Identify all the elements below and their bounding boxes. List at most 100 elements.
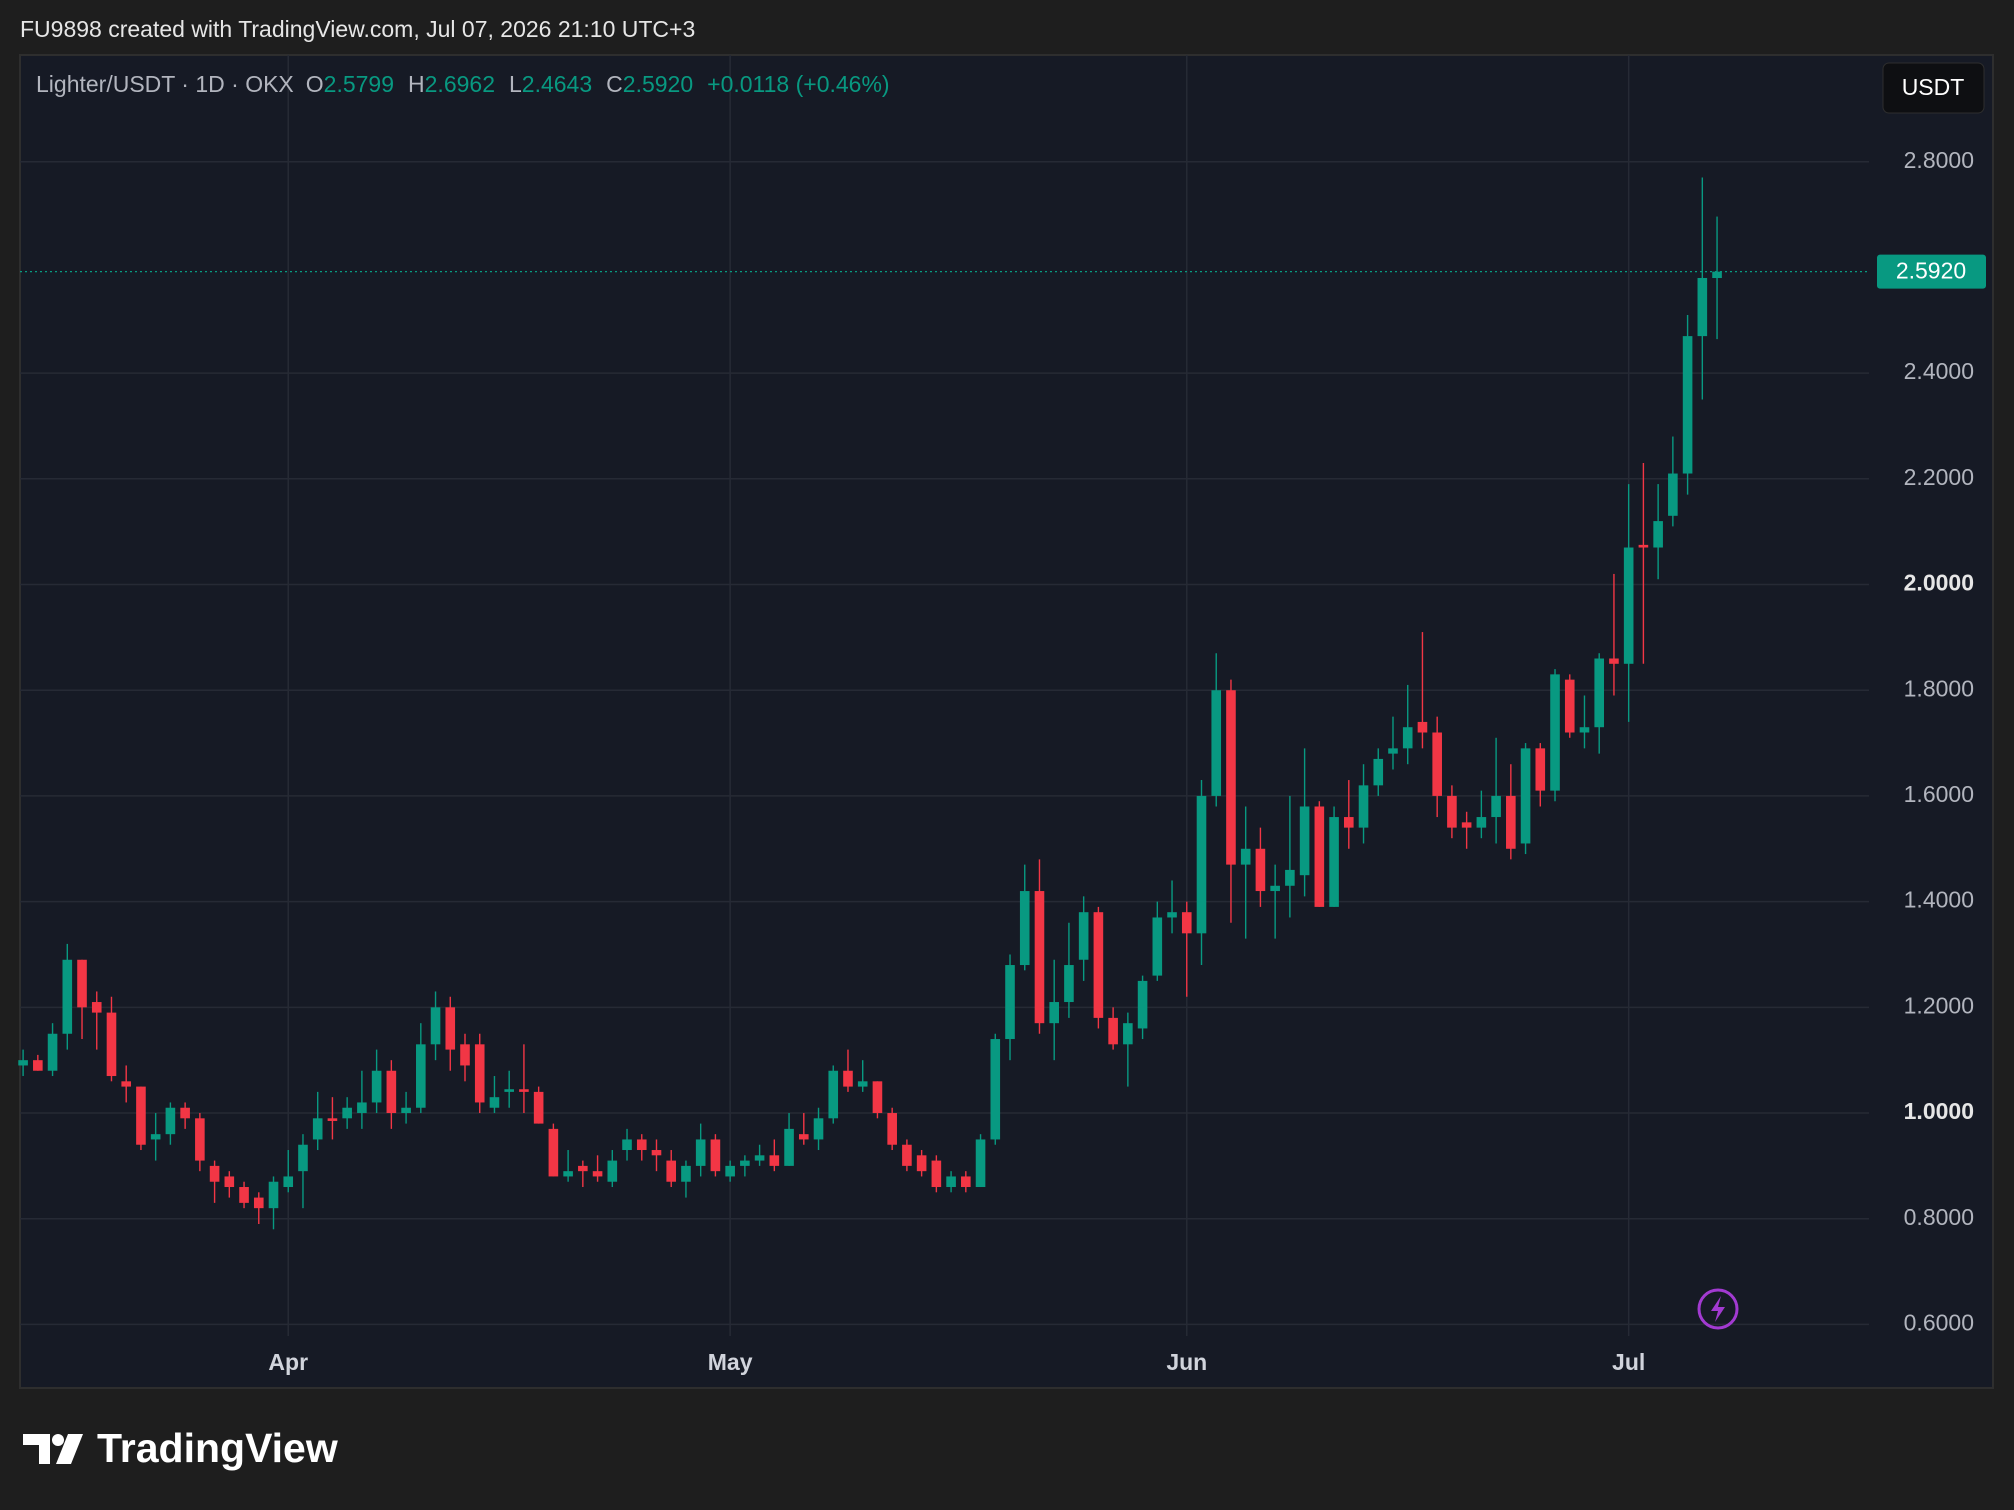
candle-body <box>1226 690 1236 865</box>
candle-body <box>1049 1002 1059 1024</box>
candle-body <box>843 1070 853 1087</box>
candle-body <box>1697 277 1708 337</box>
candle-body <box>489 1097 500 1108</box>
candle-body <box>519 1089 529 1092</box>
candle-body <box>1299 806 1310 876</box>
candle-body <box>62 959 73 1034</box>
candle-body <box>578 1165 588 1172</box>
candle-body <box>695 1139 706 1166</box>
candle-body <box>961 1176 971 1188</box>
candle-body <box>1491 795 1501 818</box>
candle-body <box>298 1144 308 1172</box>
y-tick-label: 1.6000 <box>1904 781 1974 807</box>
logo-dot <box>52 1434 64 1446</box>
candle-body <box>1609 658 1619 664</box>
candle-body <box>209 1165 220 1182</box>
legend-item: 2.5920 <box>623 71 693 97</box>
candle-body <box>1196 795 1207 934</box>
candle-body <box>931 1160 942 1188</box>
last-price-box <box>1877 254 1986 289</box>
currency-label[interactable]: USDT <box>1902 74 1965 100</box>
ohlc-legend: Lighter/USDT · 1D · OKX O2.5799 H2.6962 L2.… <box>36 71 890 97</box>
candle-body <box>430 1007 441 1045</box>
legend-item: Lighter/USDT · 1D · OKX <box>36 71 294 97</box>
candle-body <box>371 1070 382 1103</box>
candle-body <box>239 1187 249 1203</box>
brand-name: TradingView <box>97 1425 338 1471</box>
x-tick-label: May <box>708 1349 753 1375</box>
candle-body <box>1093 912 1104 1018</box>
candle-body <box>1167 912 1177 918</box>
candle-body <box>710 1139 721 1172</box>
candle-body <box>946 1176 956 1188</box>
candle-body <box>1181 912 1192 934</box>
candle-body <box>975 1139 986 1188</box>
legend-item: O <box>306 71 324 97</box>
lightning-circle[interactable] <box>1697 1288 1739 1330</box>
lightning-icon[interactable] <box>1697 1288 1739 1330</box>
candle-body <box>887 1113 897 1145</box>
logo-glyph <box>23 1434 50 1464</box>
candle-body <box>1520 748 1531 844</box>
candle-body <box>1123 1023 1133 1045</box>
legend-item: H <box>408 71 425 97</box>
candle-body <box>1579 727 1590 733</box>
candle-body <box>1034 891 1045 1024</box>
candle-body <box>857 1081 868 1087</box>
candle-body <box>121 1081 132 1087</box>
x-tick-label: Jul <box>1612 1349 1645 1375</box>
chart-panel <box>19 54 1994 1389</box>
candle-body <box>872 1081 883 1114</box>
currency-button-bg[interactable] <box>1882 62 1985 114</box>
candle-body <box>357 1102 367 1114</box>
candle-body <box>253 1197 264 1209</box>
candle-body <box>1240 848 1251 865</box>
candles <box>18 177 1869 1230</box>
candle-body <box>1005 965 1015 1040</box>
candle-body <box>651 1150 662 1156</box>
candle-body <box>1255 848 1266 892</box>
candle-body <box>740 1160 750 1166</box>
candle-body <box>754 1155 765 1161</box>
currency-button[interactable]: USDT <box>1882 62 1985 114</box>
y-tick-label: 1.2000 <box>1904 992 1974 1018</box>
candle-body <box>681 1165 691 1182</box>
candle-body <box>18 1060 28 1066</box>
candle-body <box>180 1107 190 1119</box>
candle-body <box>1550 674 1560 791</box>
y-tick-label: 2.2000 <box>1904 464 1974 490</box>
y-tick-label: 1.8000 <box>1904 675 1974 701</box>
candle-body <box>1211 690 1222 796</box>
legend-item: +0.0118 (+0.46%) <box>707 71 889 97</box>
candle-body <box>666 1160 677 1182</box>
candle-body <box>1668 473 1678 516</box>
y-tick-label: 2.8000 <box>1904 147 1974 173</box>
labels: 0.6000 0.8000 1.0000 1.2000 1.4000 1.6000 1.80… <box>268 147 1986 1375</box>
candle-body <box>548 1128 559 1177</box>
candle-body <box>474 1044 485 1103</box>
legend-item: 2.5799 <box>324 71 394 97</box>
lightning-bolt[interactable] <box>1711 1296 1725 1322</box>
candle-body <box>224 1176 235 1188</box>
candle-body <box>1314 806 1325 907</box>
candle-body <box>33 1060 43 1071</box>
candle-body <box>592 1171 603 1177</box>
candle-body <box>1506 795 1516 849</box>
candle-body <box>1417 721 1428 733</box>
candle-body <box>1078 912 1089 960</box>
candle-body <box>1373 758 1384 786</box>
legend-item: 2.4643 <box>522 71 592 97</box>
y-tick-label: 2.0000 <box>1904 570 1974 596</box>
candle-body <box>1682 336 1693 474</box>
candle-body <box>1019 891 1030 966</box>
candle-body <box>769 1155 780 1166</box>
candle-body <box>1329 817 1339 907</box>
candle-body <box>1358 785 1369 828</box>
candle-body <box>327 1118 338 1121</box>
candle-body <box>607 1160 618 1182</box>
candle-body <box>798 1134 809 1140</box>
candle-body <box>784 1128 794 1166</box>
candle-body <box>828 1070 839 1119</box>
candle-body <box>1344 817 1354 828</box>
candle-body <box>725 1165 735 1177</box>
